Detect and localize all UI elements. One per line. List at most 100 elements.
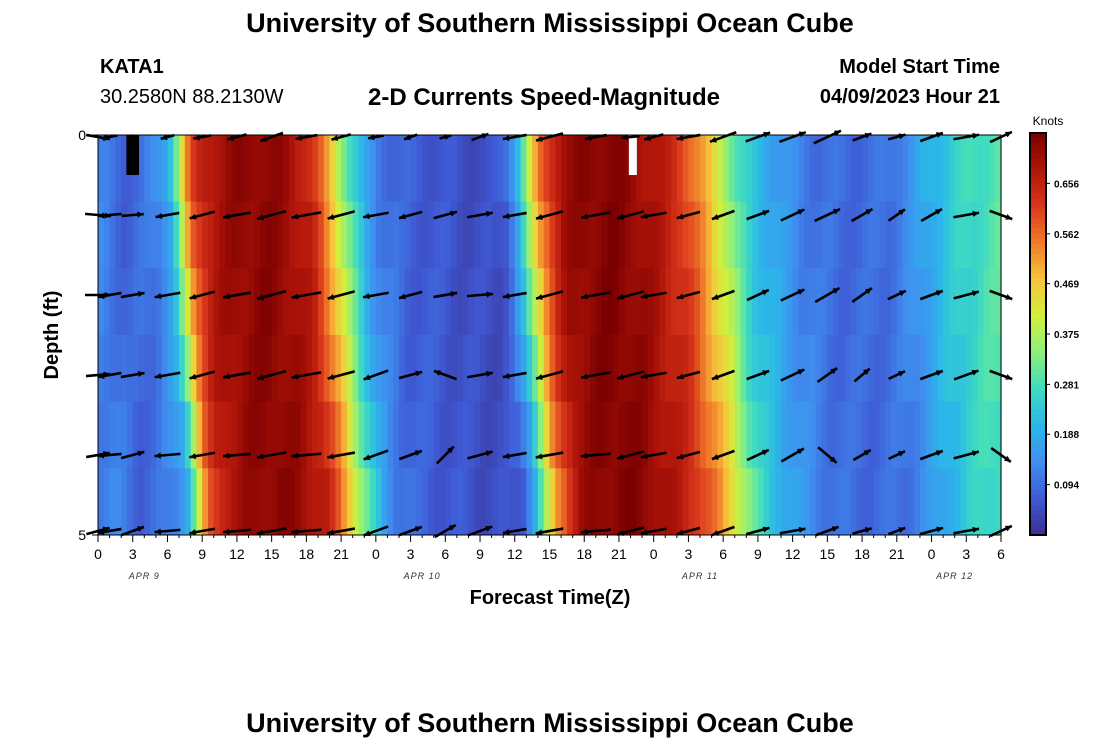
heatmap-cell <box>98 401 105 469</box>
current-arrow <box>813 129 842 145</box>
current-arrow <box>989 209 1013 221</box>
arrow-head <box>97 212 105 219</box>
heatmap-cell <box>798 335 805 403</box>
heatmap-cell <box>225 335 232 403</box>
heatmap-cell <box>879 468 886 536</box>
heatmap-cell <box>167 401 174 469</box>
heatmap-cell <box>433 201 441 269</box>
y-tick-label: 5 <box>78 527 86 543</box>
heatmap-cell <box>271 468 279 536</box>
heatmap-cell <box>474 468 481 536</box>
heatmap-cell <box>555 201 562 269</box>
arrow-head <box>709 136 717 143</box>
current-arrow <box>640 451 667 460</box>
arrow-head <box>581 373 588 380</box>
heatmap-cell <box>862 268 869 336</box>
heatmap-cell <box>485 268 493 336</box>
heatmap-cell <box>723 201 730 269</box>
current-arrow <box>989 369 1013 381</box>
current-arrow <box>746 369 770 381</box>
arrow-head <box>971 450 979 457</box>
arrow-head <box>833 130 841 137</box>
heatmap-cell <box>323 135 331 203</box>
heatmap-cell <box>873 135 881 203</box>
x-axis-label: Forecast Time(Z) <box>470 587 631 609</box>
heatmap-cell <box>497 468 504 536</box>
arrow-head <box>897 371 905 377</box>
colorbar-cell <box>1030 208 1046 214</box>
heatmap-cell <box>607 135 614 203</box>
heatmap-cell <box>150 468 157 536</box>
heatmap-cell <box>937 201 944 269</box>
colorbar-cell <box>1030 489 1046 496</box>
heatmap-cell <box>312 268 319 336</box>
heatmap-cell <box>213 335 221 403</box>
heatmap-cell <box>115 268 122 336</box>
heatmap-cell <box>607 201 614 269</box>
arrow-head <box>972 526 980 533</box>
current-arrow <box>888 370 906 380</box>
heatmap-cell <box>989 201 996 269</box>
heatmap-cell <box>317 201 325 269</box>
heatmap-cell <box>317 335 325 403</box>
arrow-head <box>331 135 339 141</box>
heatmap-cell <box>474 201 481 269</box>
colorbar-cell <box>1030 509 1046 516</box>
arrow-head <box>763 131 771 138</box>
heatmap-cell <box>294 201 302 269</box>
heatmap-cell <box>647 268 655 336</box>
heatmap-cell <box>786 135 794 203</box>
heatmap-cell <box>960 335 967 403</box>
heatmap-cell <box>173 335 180 403</box>
heatmap-cell <box>422 335 429 403</box>
colorbar-cell <box>1030 163 1046 169</box>
heatmap-cell <box>202 201 209 269</box>
current-arrow <box>121 525 145 537</box>
heatmap-cell <box>121 335 128 403</box>
heatmap-cell <box>624 268 632 336</box>
heatmap-cell <box>265 135 273 203</box>
heatmap-cell <box>236 468 244 536</box>
heatmap-cell <box>931 401 938 469</box>
heatmap-cell <box>468 268 475 336</box>
heatmap-cell <box>572 135 580 203</box>
heatmap-cell <box>138 401 145 469</box>
heatmap-cell <box>798 268 805 336</box>
heatmap-cell <box>752 335 759 403</box>
heatmap-cell <box>584 468 591 536</box>
heatmap-cell <box>468 401 475 469</box>
x-tick-label: 3 <box>129 546 137 562</box>
arrow-head <box>796 448 804 455</box>
heatmap-cell <box>115 201 122 269</box>
current-arrow <box>97 527 122 535</box>
current-arrow <box>120 371 145 379</box>
current-arrow <box>291 452 322 459</box>
current-arrow <box>398 290 423 300</box>
heatmap-cell <box>786 335 794 403</box>
colorbar-tick-label: 0.281 <box>1054 380 1079 391</box>
heatmap-cell <box>914 201 921 269</box>
heatmap-cell <box>341 468 348 536</box>
y-tick-label: 0 <box>78 127 86 143</box>
heatmap-cell <box>676 468 684 536</box>
current-arrow <box>327 527 356 536</box>
heatmap-cell <box>155 401 163 469</box>
current-arrow <box>621 134 640 141</box>
heatmap-cell <box>445 268 452 336</box>
current-arrow <box>291 528 322 535</box>
heatmap-cell <box>827 335 834 403</box>
heatmap-cell <box>659 201 666 269</box>
current-arrow <box>256 527 287 536</box>
arrow-head <box>898 527 906 533</box>
heatmap-cell <box>265 268 273 336</box>
heatmap-cell <box>763 335 771 403</box>
heatmap-cell <box>948 268 956 336</box>
heatmap-cell <box>526 335 533 403</box>
heatmap-cell <box>590 401 597 469</box>
heatmap-cell <box>265 335 273 403</box>
current-arrow <box>919 131 944 143</box>
heatmap-cell <box>439 268 446 336</box>
heatmap-cell <box>202 335 209 403</box>
heatmap-cell <box>815 468 823 536</box>
heatmap-cell <box>352 201 360 269</box>
